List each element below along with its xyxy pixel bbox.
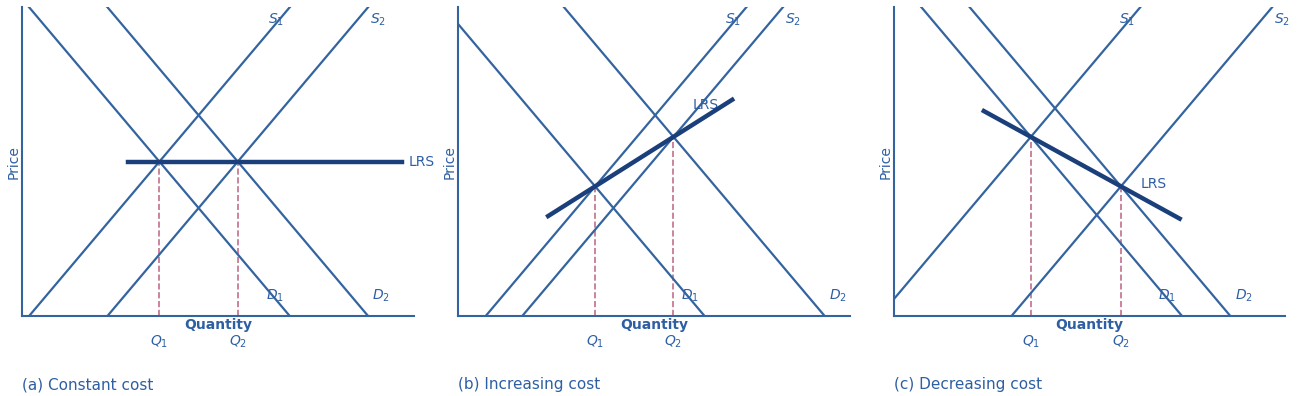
Text: $S_2$: $S_2$ (370, 11, 386, 28)
Text: LRS: LRS (693, 98, 719, 112)
Text: $S_1$: $S_1$ (268, 11, 285, 28)
Text: $S_2$: $S_2$ (1274, 11, 1291, 28)
Text: (c) Decreasing cost: (c) Decreasing cost (893, 377, 1041, 392)
Text: $Q_1$: $Q_1$ (151, 333, 169, 350)
Text: $D_1$: $D_1$ (266, 287, 285, 304)
X-axis label: Quantity: Quantity (185, 318, 252, 332)
Text: $Q_2$: $Q_2$ (229, 333, 247, 350)
Y-axis label: Price: Price (6, 145, 21, 179)
Text: $D_1$: $D_1$ (681, 287, 699, 304)
X-axis label: Quantity: Quantity (620, 318, 688, 332)
Text: $D_2$: $D_2$ (829, 287, 846, 304)
Text: $S_2$: $S_2$ (785, 11, 801, 28)
Text: LRS: LRS (1140, 177, 1166, 191)
Y-axis label: Price: Price (879, 145, 892, 179)
Y-axis label: Price: Price (442, 145, 456, 179)
Text: $S_1$: $S_1$ (1118, 11, 1135, 28)
X-axis label: Quantity: Quantity (1056, 318, 1123, 332)
Text: $D_2$: $D_2$ (1235, 287, 1252, 304)
Text: $Q_1$: $Q_1$ (1022, 333, 1040, 350)
Text: $Q_2$: $Q_2$ (664, 333, 683, 350)
Text: $Q_1$: $Q_1$ (586, 333, 605, 350)
Text: (b) Increasing cost: (b) Increasing cost (458, 377, 601, 392)
Text: $Q_2$: $Q_2$ (1112, 333, 1130, 350)
Text: $D_1$: $D_1$ (1158, 287, 1176, 304)
Text: (a) Constant cost: (a) Constant cost (22, 377, 153, 392)
Text: $S_1$: $S_1$ (724, 11, 741, 28)
Text: $D_2$: $D_2$ (372, 287, 390, 304)
Text: LRS: LRS (408, 154, 434, 169)
